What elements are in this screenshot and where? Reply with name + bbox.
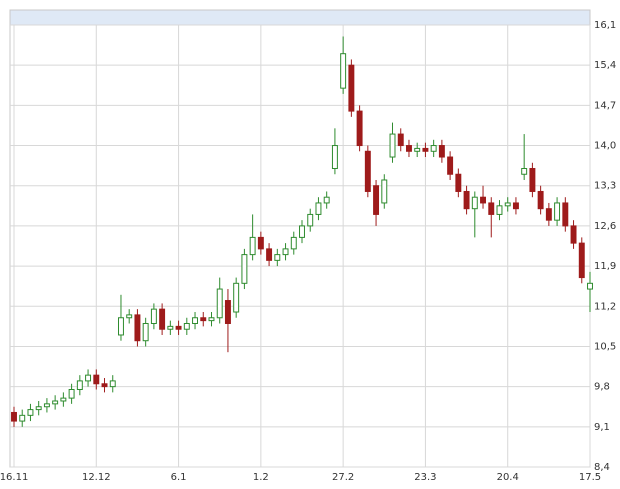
candle-body xyxy=(422,147,429,152)
candle-body xyxy=(93,374,100,385)
y-tick-label: 10,5 xyxy=(594,341,616,352)
candle-body xyxy=(373,185,380,215)
candle-body xyxy=(323,196,330,204)
header-band xyxy=(10,10,590,25)
candle-body xyxy=(11,411,17,422)
candle-body xyxy=(76,380,83,391)
candle-body xyxy=(438,145,445,158)
y-tick-label: 14,0 xyxy=(594,141,616,152)
y-tick-label: 9,1 xyxy=(594,422,610,433)
candle-body xyxy=(414,147,421,152)
candle-body xyxy=(348,64,355,112)
candle-body xyxy=(175,325,182,330)
x-tick-label: 17.5 xyxy=(579,472,601,483)
candle-body xyxy=(504,202,511,207)
candle-body xyxy=(340,53,347,89)
candle-body xyxy=(85,374,92,382)
candle-body xyxy=(27,409,34,416)
candle-body xyxy=(389,133,396,158)
candle-body xyxy=(447,156,454,175)
y-tick-label: 12,6 xyxy=(594,221,616,232)
candle-body xyxy=(570,225,577,244)
candle-body xyxy=(52,400,59,405)
y-tick-label: 16,1 xyxy=(594,20,616,31)
candle-body xyxy=(200,317,207,322)
candle-body xyxy=(521,168,528,175)
candle-body xyxy=(315,202,322,215)
candle-body xyxy=(266,248,273,261)
y-tick-label: 9,8 xyxy=(594,382,610,393)
y-tick-label: 15,4 xyxy=(594,60,616,71)
candle-body xyxy=(274,254,281,261)
candle-body xyxy=(471,196,478,210)
candle-body xyxy=(455,173,462,192)
x-tick-label: 27.2 xyxy=(332,472,354,483)
candle-body xyxy=(307,213,314,227)
candle-body xyxy=(43,403,50,408)
candle-body xyxy=(545,208,552,221)
candle-body xyxy=(216,288,223,319)
x-tick-label: 1.2 xyxy=(253,472,269,483)
x-tick-label: 16.11 xyxy=(0,472,28,483)
candle-body xyxy=(463,190,470,210)
candle-body xyxy=(488,202,495,215)
candle-body xyxy=(381,179,388,204)
x-tick-label: 6.1 xyxy=(171,472,187,483)
candle-body xyxy=(562,202,569,227)
candle-body xyxy=(192,317,198,324)
candle-body xyxy=(167,325,174,330)
candle-body xyxy=(480,196,486,204)
candle-body xyxy=(331,145,338,170)
candle-body xyxy=(587,282,593,290)
candle-body xyxy=(150,308,157,324)
candle-body xyxy=(537,190,544,210)
candle-body xyxy=(257,236,264,250)
candle-body xyxy=(496,205,503,215)
x-tick-label: 23.3 xyxy=(414,472,436,483)
x-tick-label: 20.4 xyxy=(497,472,519,483)
candle-body xyxy=(578,242,585,279)
candle-body xyxy=(68,389,75,399)
candle-body xyxy=(512,202,519,210)
y-tick-label: 11,9 xyxy=(594,261,616,272)
x-tick-label: 12.12 xyxy=(82,472,111,483)
candle-body xyxy=(159,308,166,330)
candle-body xyxy=(406,145,412,152)
y-tick-label: 8,4 xyxy=(594,462,610,473)
candle-body xyxy=(529,168,536,192)
candle-body xyxy=(224,300,231,324)
candle-body xyxy=(364,150,371,192)
y-tick-label: 13,3 xyxy=(594,181,616,192)
candle-body xyxy=(101,383,108,388)
candle-body xyxy=(241,254,248,284)
candle-body xyxy=(109,380,116,388)
candle-body xyxy=(60,397,67,402)
candle-body xyxy=(430,145,437,152)
y-tick-label: 11,2 xyxy=(594,301,616,312)
candle-body xyxy=(142,322,149,342)
candle-body xyxy=(35,406,42,411)
candle-body xyxy=(397,133,404,147)
candle-body xyxy=(118,317,124,336)
candle-body xyxy=(299,225,305,238)
candle-body xyxy=(134,314,141,342)
candle-body xyxy=(208,317,215,322)
candle-body xyxy=(126,314,133,319)
y-tick-label: 14,7 xyxy=(594,100,616,111)
candle-body xyxy=(249,236,256,256)
candle-body xyxy=(554,202,561,221)
plot-area xyxy=(9,9,591,468)
candle-body xyxy=(19,414,26,422)
candle-body xyxy=(290,236,297,250)
candle-body xyxy=(233,282,240,313)
candle-body xyxy=(356,110,363,147)
candle-body xyxy=(183,322,190,330)
candle-body xyxy=(282,248,289,256)
